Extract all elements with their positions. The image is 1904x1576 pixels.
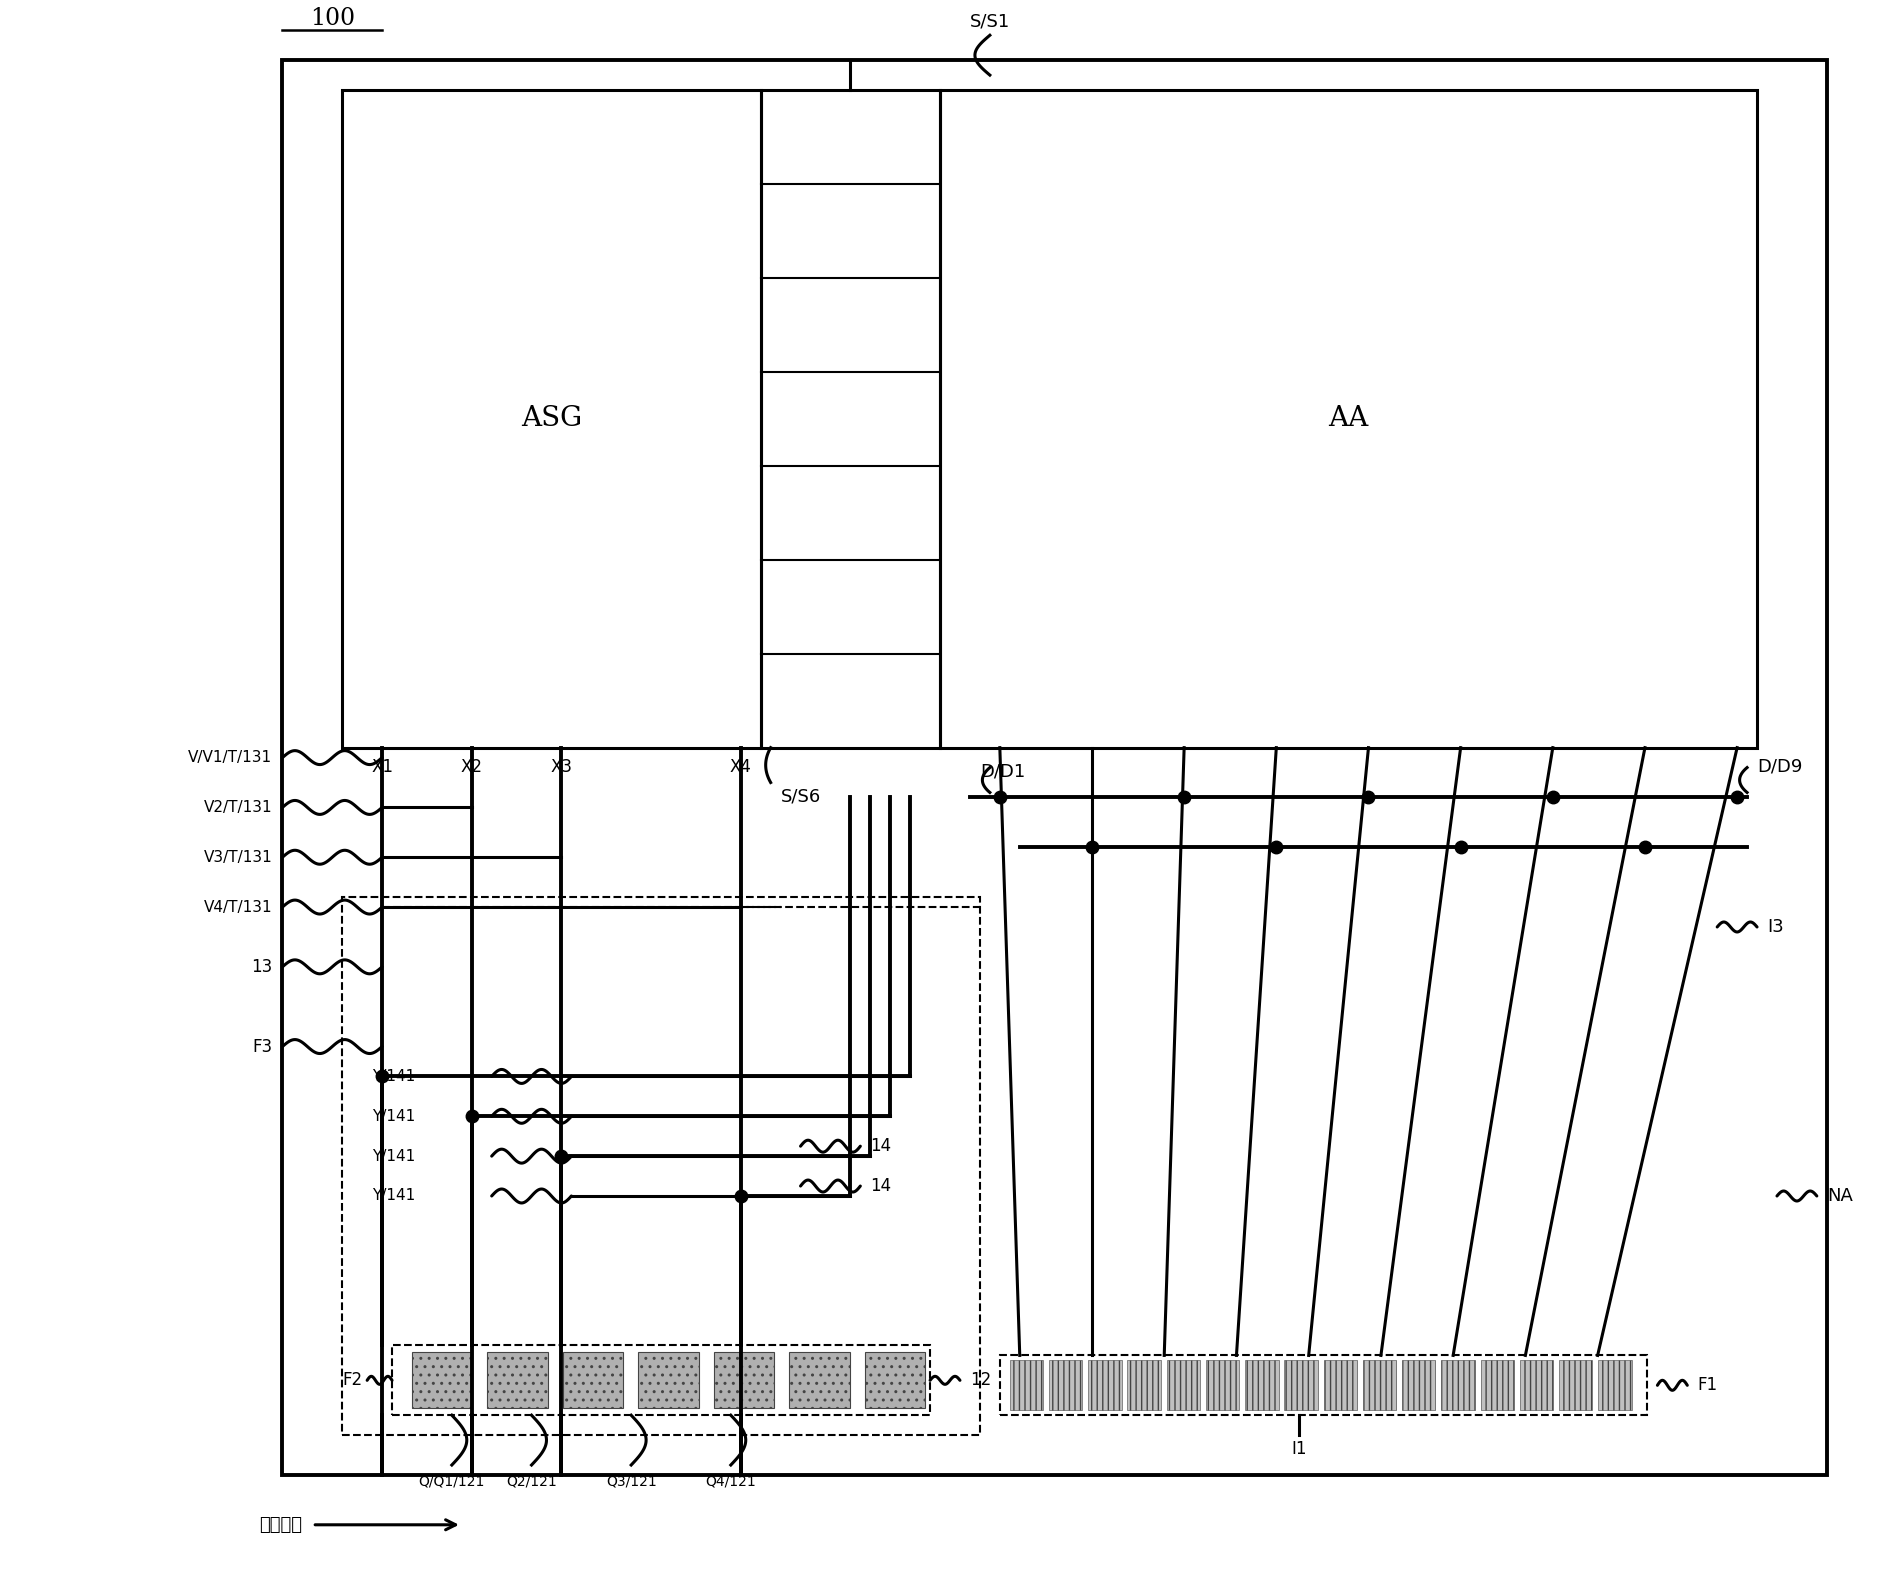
Text: Q2/121: Q2/121 — [506, 1475, 556, 1489]
Text: S/S6: S/S6 — [781, 788, 821, 805]
Bar — [392, 1346, 929, 1415]
Bar — [1401, 1360, 1436, 1411]
Bar — [1205, 1360, 1240, 1411]
Text: V3/T/131: V3/T/131 — [204, 849, 272, 865]
Text: X4: X4 — [729, 758, 752, 775]
Text: X3: X3 — [550, 758, 573, 775]
Bar — [1323, 1360, 1358, 1411]
Text: D/D9: D/D9 — [1757, 758, 1803, 775]
Bar — [1245, 1360, 1278, 1411]
Text: Q/Q1/121: Q/Q1/121 — [419, 1475, 486, 1489]
Text: AA: AA — [1329, 405, 1369, 432]
Text: Q3/121: Q3/121 — [605, 1475, 657, 1489]
Text: 第一方向: 第一方向 — [259, 1516, 303, 1533]
Text: 14: 14 — [870, 1138, 891, 1155]
Bar — [1597, 1360, 1632, 1411]
Text: X2: X2 — [461, 758, 484, 775]
Text: NA: NA — [1826, 1187, 1853, 1206]
Bar — [864, 1352, 925, 1409]
Text: Q4/121: Q4/121 — [706, 1475, 756, 1489]
Text: Y/141: Y/141 — [371, 1110, 415, 1124]
Bar — [1363, 1360, 1396, 1411]
Bar — [1285, 1360, 1318, 1411]
Text: D/D1: D/D1 — [981, 763, 1024, 780]
Text: Y/141: Y/141 — [371, 1149, 415, 1163]
Text: 12: 12 — [969, 1371, 992, 1390]
Text: ASG: ASG — [522, 405, 583, 432]
Bar — [714, 1352, 775, 1409]
Bar — [343, 897, 981, 1436]
Bar — [343, 90, 762, 747]
Bar — [1000, 1355, 1647, 1415]
Bar — [638, 1352, 699, 1409]
Bar — [487, 1352, 548, 1409]
Text: Y/141: Y/141 — [371, 1188, 415, 1204]
Text: I1: I1 — [1291, 1440, 1306, 1458]
Text: X1: X1 — [371, 758, 392, 775]
Text: I3: I3 — [1767, 917, 1784, 936]
Text: S/S1: S/S1 — [969, 13, 1009, 30]
Text: F3: F3 — [253, 1037, 272, 1056]
Bar — [941, 90, 1757, 747]
Bar — [1519, 1360, 1554, 1411]
Bar — [1559, 1360, 1592, 1411]
Text: 13: 13 — [251, 958, 272, 976]
Bar — [1481, 1360, 1514, 1411]
Text: F1: F1 — [1696, 1376, 1717, 1395]
Bar — [1089, 1360, 1121, 1411]
Text: 14: 14 — [870, 1177, 891, 1195]
Bar — [1127, 1360, 1161, 1411]
Bar — [1049, 1360, 1081, 1411]
Bar — [282, 60, 1826, 1475]
Bar — [1009, 1360, 1043, 1411]
Text: V4/T/131: V4/T/131 — [204, 900, 272, 914]
Bar — [411, 1352, 472, 1409]
Bar — [788, 1352, 849, 1409]
Text: 100: 100 — [310, 8, 354, 30]
Text: Y/141: Y/141 — [371, 1069, 415, 1084]
Text: V2/T/131: V2/T/131 — [204, 801, 272, 815]
Text: V/V1/T/131: V/V1/T/131 — [188, 750, 272, 764]
Bar — [762, 90, 941, 747]
Text: F2: F2 — [343, 1371, 362, 1390]
Bar — [1441, 1360, 1476, 1411]
Bar — [1167, 1360, 1200, 1411]
Bar — [564, 1352, 623, 1409]
